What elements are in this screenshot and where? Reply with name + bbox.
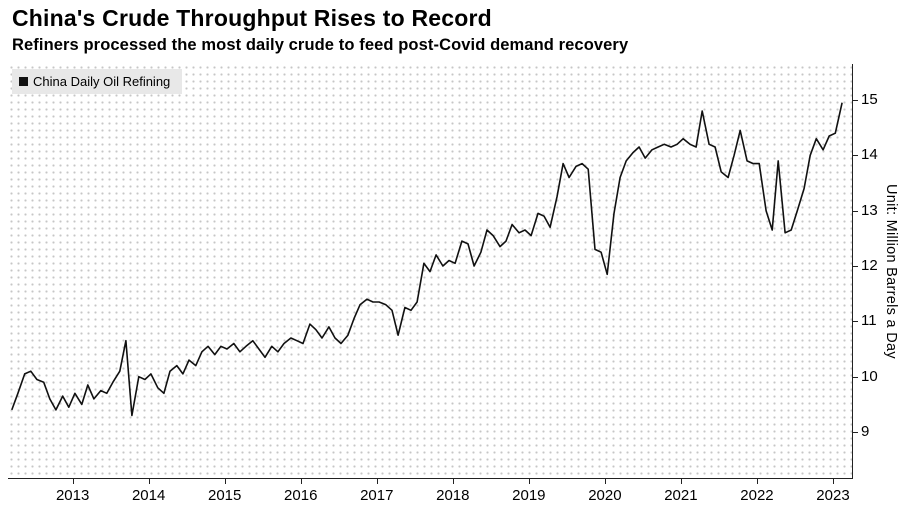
x-axis-tick (528, 479, 530, 484)
y-tick-label: 12 (861, 257, 878, 275)
chart-header: China's Crude Throughput Rises to Record… (12, 4, 882, 55)
y-axis-tick (852, 321, 858, 323)
x-axis-tick (148, 479, 150, 484)
x-tick-label: 2022 (740, 487, 774, 504)
x-tick-label: 2020 (588, 487, 622, 504)
y-axis-tick (852, 99, 858, 101)
x-tick-label: 2021 (664, 487, 698, 504)
y-axis-tick (852, 155, 858, 157)
x-tick-label: 2023 (816, 487, 850, 504)
x-tick-label: 2013 (55, 487, 90, 504)
legend-label: China Daily Oil Refining (33, 74, 171, 89)
x-axis-tick (832, 479, 834, 484)
x-tick-label: 2014 (131, 487, 166, 504)
x-axis-tick (224, 479, 226, 484)
x-axis-tick (300, 479, 302, 484)
y-axis-tick (852, 376, 858, 378)
x-axis-tick (452, 479, 454, 484)
x-axis-tick (604, 479, 606, 484)
y-tick-label: 11 (861, 312, 877, 330)
x-axis-tick (376, 479, 378, 484)
y-tick-label: 9 (861, 423, 870, 441)
x-tick-label: 2017 (360, 487, 394, 504)
x-axis-tick (72, 479, 74, 484)
series-swatch-icon (19, 77, 28, 86)
y-axis-tick (852, 266, 858, 268)
chart-title: China's Crude Throughput Rises to Record (12, 5, 492, 31)
y-tick-label: 10 (861, 367, 878, 385)
series-line (11, 102, 843, 417)
y-tick-label: 13 (861, 201, 878, 219)
x-axis-tick (680, 479, 682, 484)
x-tick-label: 2019 (512, 487, 546, 504)
y-tick-label: 15 (861, 90, 878, 108)
y-axis-tick (852, 432, 858, 434)
x-tick-label: 2018 (436, 487, 470, 504)
y-axis-tick (852, 210, 858, 212)
y-tick-label: 14 (861, 146, 878, 164)
x-tick-label: 2015 (208, 487, 242, 504)
series-plot (11, 102, 843, 417)
chart-subtitle: Refiners processed the most daily crude … (12, 35, 629, 54)
x-tick-label: 2016 (284, 487, 318, 504)
x-axis-tick (756, 479, 758, 484)
y-axis-unit-label: Unit: Million Barrels a Day (883, 183, 899, 359)
plot-area: China Daily Oil Refining (8, 64, 853, 479)
legend: China Daily Oil Refining (12, 69, 183, 94)
